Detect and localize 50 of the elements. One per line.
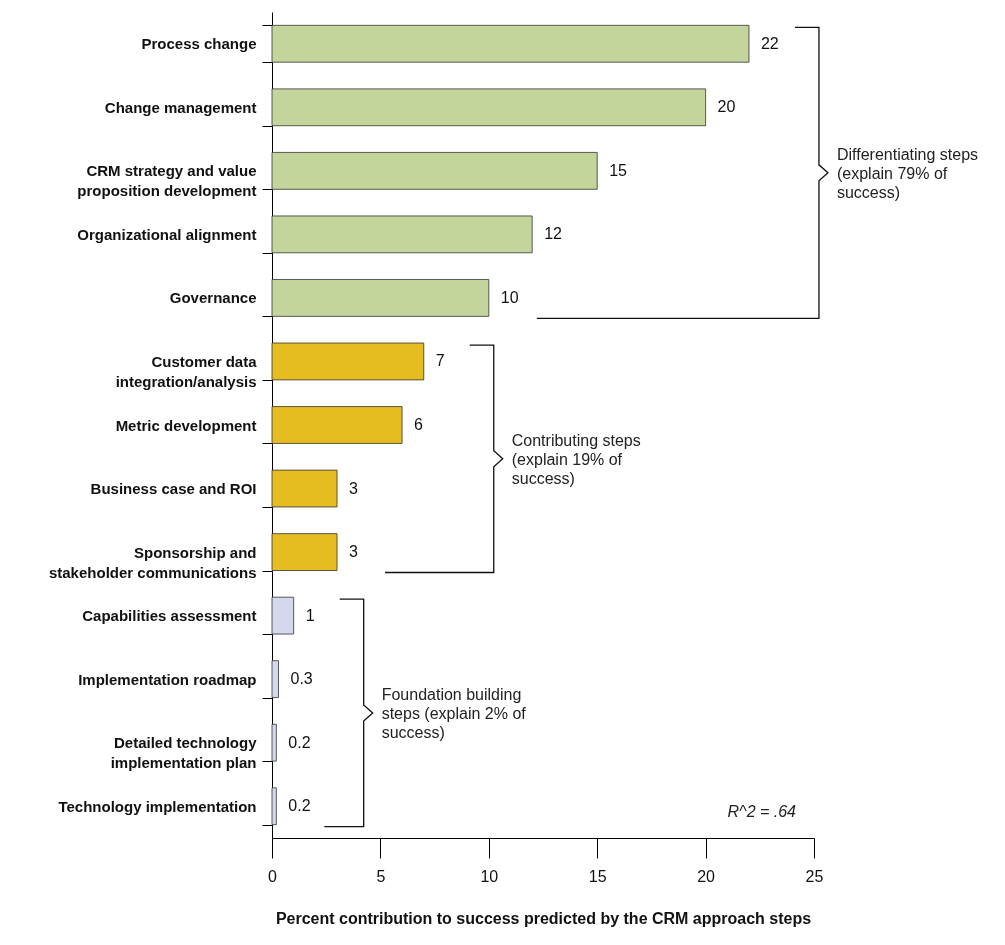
y-tick-label: Technology implementation [58,797,257,815]
bar [271,787,277,826]
y-tick-label: Capabilities assessment [82,607,257,625]
y-tick-label: Process change [141,35,257,53]
data-label: 15 [609,161,628,179]
data-label: 7 [435,352,445,370]
bar [271,533,338,571]
data-label: 0.2 [288,797,311,815]
y-tick-label: CRM strategy and value proposition development [77,162,257,200]
bar [271,88,706,127]
annotation: R^2 = .64 [727,802,796,821]
x-tick-label: 25 [805,867,824,885]
bar [271,152,598,190]
bar [271,596,295,635]
y-tick-label: Organizational alignment [77,225,257,243]
data-label: 0.2 [288,733,311,751]
x-tick-label: 10 [480,867,499,885]
bar [271,469,338,508]
y-tick-label: Governance [169,289,257,307]
data-label: 22 [760,34,779,52]
data-label: 6 [414,416,424,433]
bar [271,406,403,444]
y-tick-label: Change management [104,98,257,116]
data-label: 3 [349,543,359,561]
data-label: 20 [717,98,736,116]
bar [271,215,533,254]
y-tick-label: Business case and ROI [90,480,257,498]
x-tick-label: 15 [588,867,607,885]
bar [271,24,750,63]
data-label: 3 [349,479,359,497]
annotation: Foundation building steps (explain 2% of success) [381,684,527,742]
bar [271,279,490,317]
x-axis-title: Percent contribution to success predicted by the CRM approach steps [275,909,812,927]
annotation: Contributing steps (explain 19% of success) [511,430,642,488]
y-tick-label: Sponsorship and stakeholder communications [48,543,257,581]
x-tick-label: 0 [268,867,278,885]
x-tick-label: 5 [376,867,386,885]
y-tick-label: Implementation roadmap [78,670,257,688]
x-tick-label: 20 [697,867,716,885]
text: Differentiating steps (explain 79% of success) [836,144,980,202]
bar [271,660,279,698]
bar [271,723,277,762]
data-label: 0.3 [290,670,313,688]
data-label: 12 [544,225,563,243]
y-tick-label: Metric development [115,416,257,434]
data-label: 1 [305,606,315,624]
data-label: 10 [500,288,519,306]
y-tick-label: Detailed technology implementation plan [110,734,258,772]
y-tick-label: Customer data integration/analysis [115,352,258,390]
bar [271,342,425,381]
